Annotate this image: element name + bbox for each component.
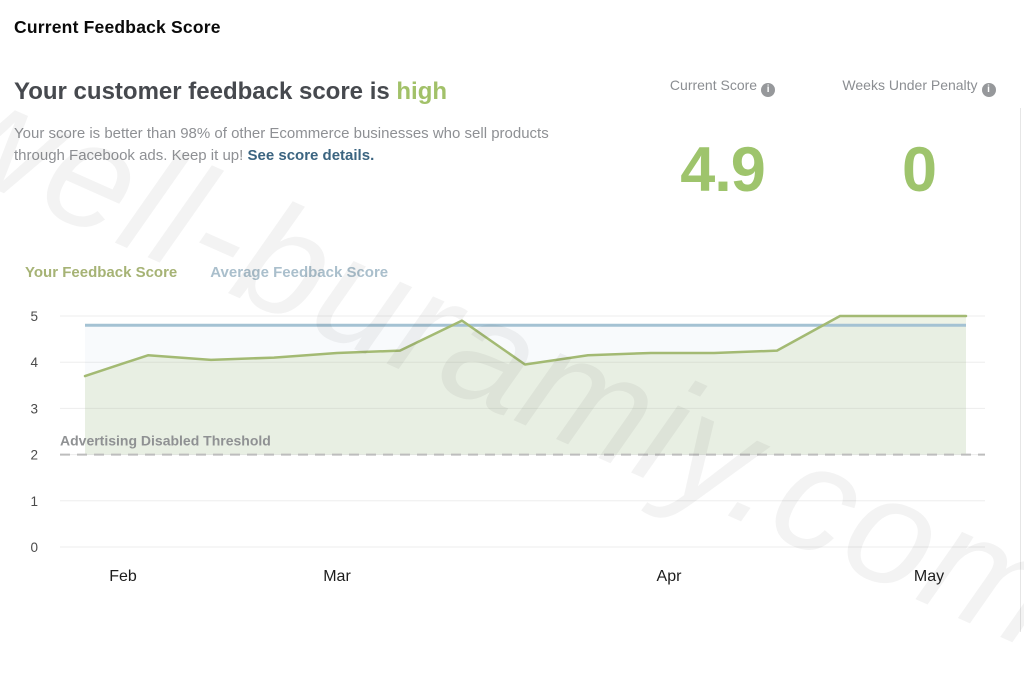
page-title: Current Feedback Score	[14, 17, 221, 37]
svg-text:Feb: Feb	[109, 568, 137, 585]
svg-text:Advertising Disabled Threshold: Advertising Disabled Threshold	[60, 433, 271, 449]
feedback-score-chart-canvas[interactable]: 5 4 3 2 1 0 Advertising Disabled Threshold Feb M…	[0, 290, 1024, 632]
weeks-under-penalty-label: Weeks Under Penalty	[842, 77, 978, 93]
weeks-under-penalty-stat: Weeks Under Penalty i 0	[840, 76, 998, 205]
weeks-under-penalty-label-row: Weeks Under Penalty i	[840, 76, 998, 97]
feedback-score-chart[interactable]: 5 4 3 2 1 0 Advertising Disabled Threshold Feb M…	[0, 290, 1024, 632]
weeks-under-penalty-value: 0	[901, 135, 937, 205]
score-description: Your score is better than 98% of other E…	[14, 123, 592, 166]
current-score-value: 4.9	[680, 135, 766, 205]
current-score-label-row: Current Score i	[635, 76, 810, 97]
legend-your-feedback-score[interactable]: Your Feedback Score	[25, 264, 178, 281]
headline-text: Your customer feedback score is	[14, 78, 397, 105]
svg-text:1: 1	[30, 494, 38, 509]
svg-text:5: 5	[30, 309, 38, 324]
description-text: Your score is better than 98% of other E…	[14, 125, 549, 164]
chart-legend: Your Feedback Score Average Feedback Sco…	[25, 264, 388, 281]
svg-text:Apr: Apr	[657, 568, 683, 585]
svg-text:2: 2	[30, 448, 38, 463]
svg-text:0: 0	[30, 540, 38, 555]
legend-average-feedback-score[interactable]: Average Feedback Score	[210, 264, 389, 281]
info-icon[interactable]: i	[981, 83, 996, 97]
svg-text:May: May	[914, 568, 944, 585]
panel-right-border	[1020, 108, 1021, 632]
info-icon[interactable]: i	[761, 83, 776, 97]
svg-text:3: 3	[30, 401, 38, 416]
svg-text:Mar: Mar	[323, 568, 351, 585]
see-score-details-link[interactable]: See score details.	[247, 146, 375, 164]
headline: Your customer feedback score is high	[14, 78, 447, 106]
current-score-stat: Current Score i 4.9	[635, 76, 810, 205]
score-status-high: high	[396, 78, 448, 105]
svg-text:4: 4	[30, 355, 38, 370]
current-score-label: Current Score	[669, 77, 758, 93]
